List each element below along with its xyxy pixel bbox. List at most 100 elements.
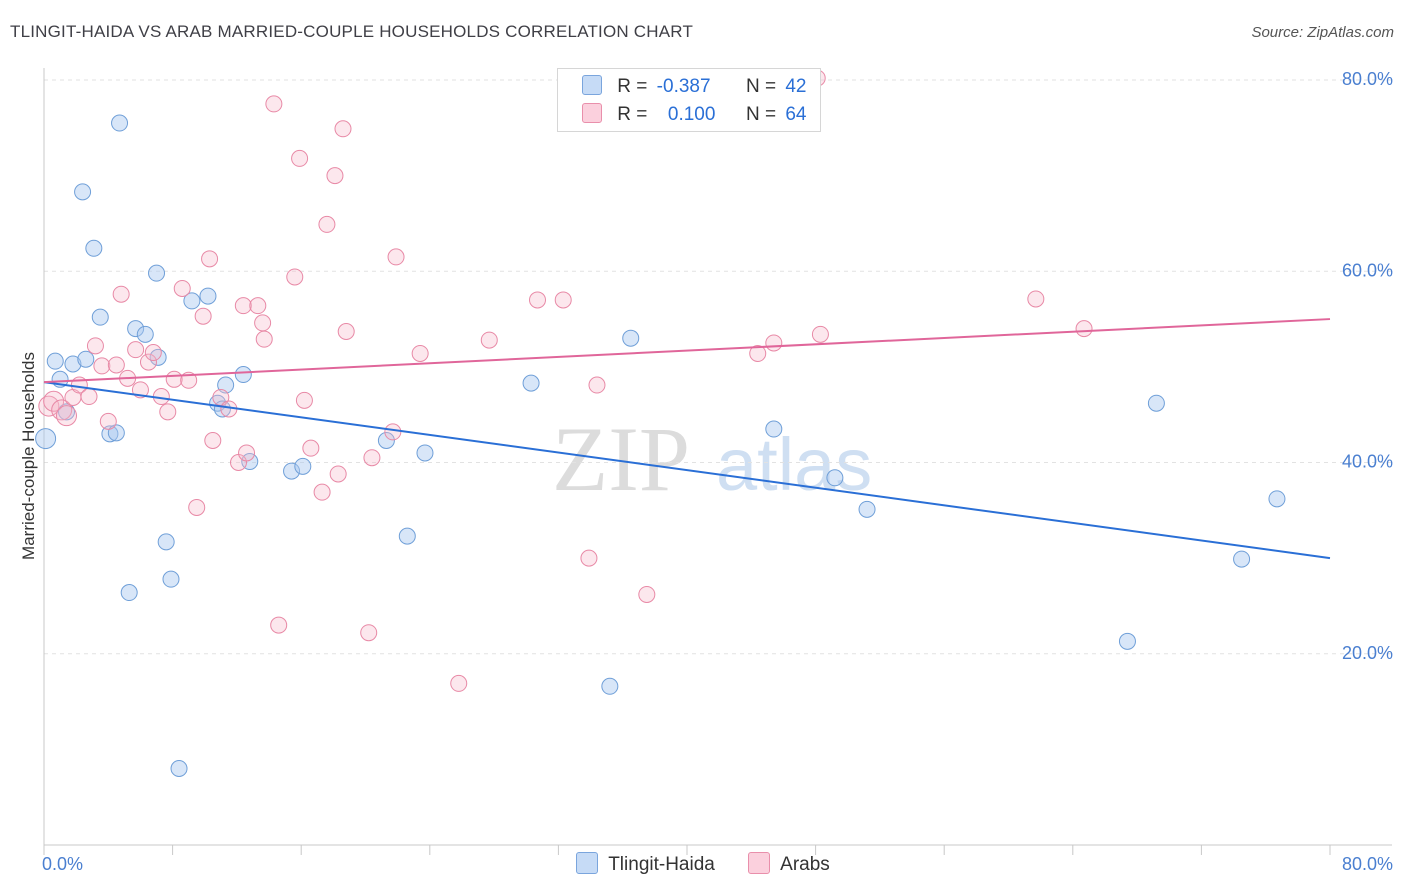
arabs-point — [450, 674, 468, 692]
arabs-point — [112, 285, 130, 303]
arabs-point — [127, 341, 145, 359]
arabs-point — [580, 549, 598, 567]
arabs-point — [318, 215, 336, 233]
tlingit-haida-point — [622, 329, 640, 347]
arabs-point — [811, 325, 829, 343]
tlingit-haida-point — [765, 420, 783, 438]
arabs-point — [295, 391, 313, 409]
arabs-point — [234, 297, 252, 315]
tlingit-haida-point — [149, 348, 167, 366]
tlingit-haida-point — [294, 457, 312, 475]
arabs-point — [291, 149, 309, 167]
arabs-point — [387, 248, 405, 266]
tlingit-haida-point — [826, 469, 844, 487]
arabs-point — [194, 307, 212, 325]
series-swatch-tlingit-haida — [576, 852, 599, 874]
arabs-point — [201, 250, 219, 268]
arabs-point — [313, 483, 331, 501]
tlingit-haida-point — [91, 308, 109, 326]
legend-swatch-tlingit-haida — [582, 75, 602, 95]
tlingit-haida-trend-line — [43, 381, 1331, 560]
tlingit-haida-point — [58, 403, 76, 421]
tlingit-haida-point — [111, 114, 129, 132]
axis-labels: 20.0% 40.0% 60.0% 80.0% 0.0% 80.0% Married-cou… — [19, 69, 1393, 874]
arabs-point — [286, 268, 304, 286]
stats-legend: R = -0.387 N = 42 R = 0.100 N = 64 — [557, 68, 821, 132]
tlingit-haida-point — [601, 677, 619, 695]
tlingit-haida-point — [398, 527, 416, 545]
arabs-point — [360, 624, 378, 642]
legend-n-label: N = — [745, 76, 777, 97]
tlingit-haida-point — [101, 425, 119, 443]
arabs-point — [107, 356, 125, 374]
arabs-point — [765, 334, 783, 352]
arabs-point — [249, 297, 267, 315]
legend-r-value-tlingit-haida: -0.387 — [656, 76, 711, 97]
series-legend-arabs: Arabs — [748, 852, 830, 876]
legend-r-label: R = — [617, 76, 648, 97]
arabs-point — [270, 616, 288, 634]
legend-r-label: R = — [617, 104, 648, 125]
arabs-point — [173, 279, 191, 297]
tlingit-haida-point — [120, 584, 138, 602]
tlingit-haida-point — [1118, 632, 1136, 650]
arabs-point — [86, 337, 104, 355]
watermark-zip: ZIP — [552, 408, 690, 510]
tlingit-haida-point — [148, 264, 166, 282]
tlingit-haida-point — [283, 462, 301, 480]
trend-lines — [43, 318, 1331, 560]
series-name-arabs: Arabs — [780, 854, 830, 875]
gridlines — [44, 79, 1392, 655]
tlingit-haida-point — [234, 366, 252, 384]
arabs-point — [80, 388, 98, 406]
tlingit-haida-point — [199, 287, 217, 305]
tlingit-haida-point — [74, 183, 92, 201]
tlingit-haida-point — [157, 533, 175, 551]
legend-r-value-arabs: 0.100 — [667, 104, 716, 125]
tlingit-haida-point — [1268, 490, 1286, 508]
legend-n-value-arabs: 64 — [785, 104, 807, 125]
tlingit-haida-point — [64, 355, 82, 373]
arabs-point — [56, 405, 78, 427]
series-swatch-arabs — [748, 852, 771, 874]
arabs-point — [337, 322, 355, 340]
tlingit-haida-point — [77, 350, 95, 368]
arabs-point — [384, 423, 402, 441]
arabs-trend-line — [43, 318, 1331, 384]
arabs-point — [165, 370, 183, 388]
axes — [43, 68, 1392, 855]
arabs-point — [588, 376, 606, 394]
tlingit-haida-point — [46, 352, 64, 370]
arabs-point — [326, 167, 344, 185]
x-tick-label-min: 0.0% — [42, 854, 83, 874]
tlingit-haida-point — [162, 570, 180, 588]
arabs-point — [139, 353, 157, 371]
legend-n-label: N = — [745, 104, 777, 125]
tlingit-haida-point — [416, 444, 434, 462]
arabs-point — [749, 344, 767, 362]
arabs-point — [480, 331, 498, 349]
arabs-point — [99, 412, 117, 430]
y-tick-label: 60.0% — [1342, 260, 1393, 280]
arabs-point — [329, 465, 347, 483]
tlingit-haida-point — [136, 325, 154, 343]
arabs-point — [188, 498, 206, 516]
series-legend-tlingit-haida: Tlingit-Haida — [576, 852, 715, 876]
arabs-point — [93, 357, 111, 375]
source-label: Source: ZipAtlas.com — [1251, 24, 1394, 41]
arabs-point — [1075, 320, 1093, 338]
arabs-point — [1027, 290, 1045, 308]
arabs-point — [334, 120, 352, 138]
y-axis-title: Married-couple Households — [19, 352, 38, 560]
points — [35, 69, 1286, 777]
arabs-point — [638, 585, 656, 603]
arabs-point — [204, 432, 222, 450]
tlingit-haida-point — [35, 428, 57, 450]
tlingit-haida-point — [127, 320, 145, 338]
y-tick-label: 80.0% — [1342, 69, 1393, 89]
arabs-point — [529, 291, 547, 309]
arabs-point — [43, 390, 65, 412]
arabs-point — [144, 344, 162, 362]
tlingit-haida-point — [1147, 394, 1165, 412]
